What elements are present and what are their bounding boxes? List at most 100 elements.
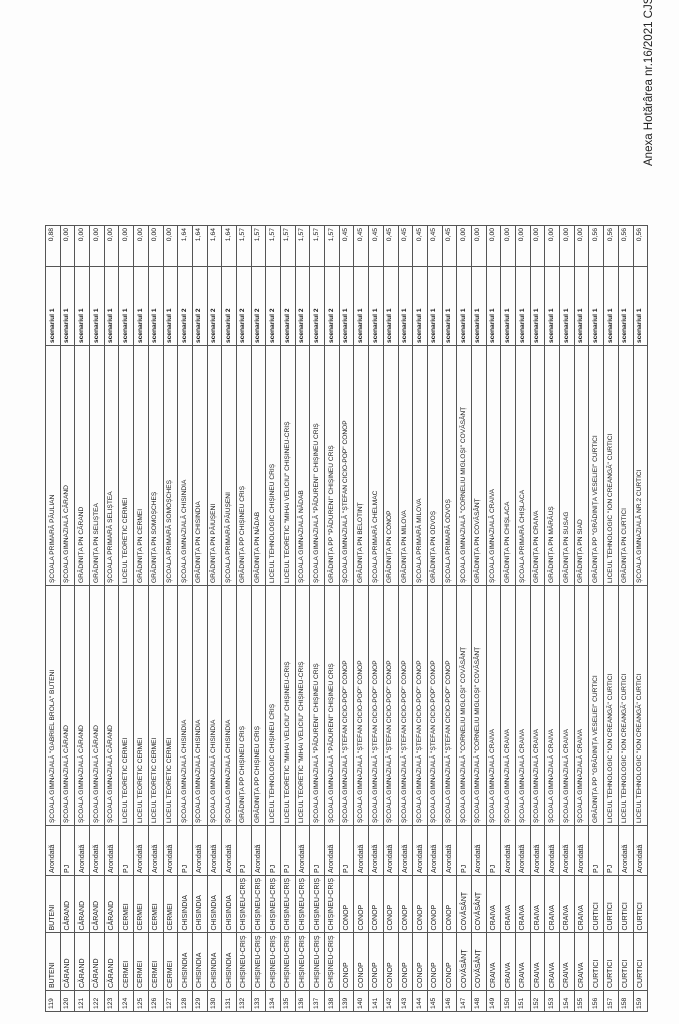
locality-cell: COVĂSÂNȚ <box>456 875 472 933</box>
uat-cell: CHISINDIA <box>192 932 208 991</box>
rate-cell: 0,00 <box>559 225 575 267</box>
type-cell: PJ <box>486 825 501 876</box>
table-row: 139 CONOP CONOP PJ ȘCOALA GIMNAZIALĂ "ȘTEFAN… <box>339 225 354 1012</box>
legal-unit-cell: ȘCOALA GIMNAZIALĂ "ȘTEFAN CICIO-POP" CON… <box>412 585 428 826</box>
school-unit-cell: GRĂDINIȚA PN PĂIUȘENI <box>207 345 222 586</box>
legal-unit-cell: ȘCOALA GIMNAZIALĂ CHISINDIA <box>177 585 193 826</box>
row-number: 159 <box>633 990 648 1012</box>
legal-unit-cell: ȘCOALA GIMNAZIALĂ "ȘTEFAN CICIO-POP" CON… <box>383 585 398 826</box>
type-cell: PJ <box>265 825 281 876</box>
rate-cell: 0,45 <box>383 225 398 267</box>
school-unit-cell: GRĂDINIȚA PN SIAD <box>574 345 589 586</box>
table-row: 119 BUTENI BUTENI Arondată ȘCOALA GIMNAZIALĂ… <box>45 225 61 1012</box>
rate-cell: 0,45 <box>442 225 457 267</box>
rate-cell: 0,00 <box>104 225 119 267</box>
type-cell: Arondată <box>427 825 443 876</box>
row-number: 149 <box>486 990 501 1012</box>
legal-unit-cell: ȘCOALA GIMNAZIALĂ "CORNELIU MIGLOȘI" COV… <box>471 585 487 826</box>
legal-unit-cell: ȘCOALA GIMNAZIALĂ CHISINDIA <box>221 585 237 826</box>
scenario-cell: scenariul 2 <box>295 266 310 346</box>
scenario-cell: scenariul 1 <box>398 266 413 346</box>
uat-cell: CONOP <box>383 932 398 991</box>
document-header-title: Anexa Hotărârea nr.16/2021 CJSU Arad <box>643 0 655 166</box>
rate-cell: 0,88 <box>45 225 61 267</box>
legal-unit-cell: ȘCOALA GIMNAZIALĂ "ȘTEFAN CICIO-POP" CON… <box>398 585 413 826</box>
rate-cell: 1,57 <box>236 225 252 267</box>
rate-cell: 1,64 <box>221 225 237 267</box>
school-unit-cell: GRĂDINIȚA PP "PĂDURENI" CHIȘINEU CRIȘ <box>324 345 340 586</box>
rate-cell: 0,00 <box>74 225 90 267</box>
scenario-cell: scenariul 2 <box>265 266 281 346</box>
rate-cell: 0,45 <box>353 225 369 267</box>
row-number: 150 <box>500 990 516 1012</box>
row-number: 127 <box>163 990 178 1012</box>
legal-unit-cell: ȘCOALA GIMNAZIALĂ CRAIVA <box>486 585 501 826</box>
legal-unit-cell: ȘCOALA GIMNAZIALĂ "PĂDURENI" CHIȘINEU CR… <box>324 585 340 826</box>
locality-cell: CHIȘINEU-CRIȘ <box>280 875 296 933</box>
row-number: 120 <box>60 990 75 1012</box>
rate-cell: 0,00 <box>530 225 545 267</box>
table-row: 159 CURTICI CURTICI Arondată LICEUL TEHNOLOG… <box>633 225 648 1012</box>
scenario-cell: scenariul 2 <box>207 266 222 346</box>
rate-cell: 0,45 <box>339 225 354 267</box>
locality-cell: CURTICI <box>618 875 633 933</box>
uat-cell: CURTICI <box>588 932 604 991</box>
locality-cell: CHISINDIA <box>192 875 208 933</box>
row-number: 140 <box>353 990 369 1012</box>
type-cell: PJ <box>236 825 252 876</box>
row-number: 128 <box>177 990 193 1012</box>
school-unit-cell: ȘCOALA PRIMARĂ PĂIUȘENI <box>221 345 237 586</box>
table-row: 142 CONOP CONOP Arondată ȘCOALA GIMNAZIALĂ "… <box>383 225 398 1012</box>
school-unit-cell: ȘCOALA GIMNAZIALĂ "CORNELIU MIGLOȘI" COV… <box>456 345 472 586</box>
scenario-cell: scenariul 2 <box>192 266 208 346</box>
uat-cell: CHIȘINEU-CRIȘ <box>324 932 340 991</box>
table-row: 138 CHIȘINEU-CRIȘ CHIȘINEU-CRIȘ Arondată ȘCO… <box>324 225 340 1012</box>
row-number: 126 <box>148 990 163 1012</box>
type-cell: Arondată <box>324 825 340 876</box>
uat-cell: CERMEI <box>118 932 134 991</box>
scenario-cell: scenariul 1 <box>163 266 178 346</box>
locality-cell: CONOP <box>368 875 384 933</box>
row-number: 143 <box>398 990 413 1012</box>
type-cell: Arondată <box>192 825 208 876</box>
type-cell: Arondată <box>251 825 266 876</box>
uat-cell: CHIȘINEU-CRIȘ <box>251 932 266 991</box>
school-unit-cell: LICEUL TEHNOLOGIC CHIȘINEU CRIȘ <box>265 345 281 586</box>
scenario-cell: scenariul 1 <box>353 266 369 346</box>
type-cell: PJ <box>280 825 296 876</box>
table-row: 150 CRAIVA CRAIVA Arondată ȘCOALA GIMNAZIALĂ… <box>500 225 516 1012</box>
school-unit-cell: ȘCOALA PRIMARĂ CHELMAC <box>368 345 384 586</box>
legal-unit-cell: ȘCOALA GIMNAZIALĂ "ȘTEFAN CICIO-POP" CON… <box>339 585 354 826</box>
locality-cell: CONOP <box>339 875 354 933</box>
type-cell: Arondată <box>500 825 516 876</box>
school-unit-cell: GRĂDINIȚA PN MĂRĂUȘ <box>544 345 560 586</box>
school-unit-cell: GRĂDINIȚA PN SUSAG <box>559 345 575 586</box>
type-cell: PJ <box>339 825 354 876</box>
type-cell: Arondată <box>163 825 178 876</box>
row-number: 122 <box>89 990 105 1012</box>
rate-cell: 0,56 <box>603 225 619 267</box>
legal-unit-cell: GRĂDINIȚA PP CHIȘINEU CRIȘ <box>236 585 252 826</box>
scenario-cell: scenariul 1 <box>118 266 134 346</box>
scenario-cell: scenariul 1 <box>515 266 531 346</box>
type-cell: Arondată <box>544 825 560 876</box>
locality-cell: CHISINDIA <box>177 875 193 933</box>
table-row: 131 CHISINDIA CHISINDIA Arondată ȘCOALA GIMN… <box>221 225 237 1012</box>
locality-cell: CĂRAND <box>60 875 75 933</box>
scenario-cell: scenariul 1 <box>633 266 648 346</box>
type-cell: Arondată <box>89 825 105 876</box>
row-number: 134 <box>265 990 281 1012</box>
uat-cell: CURTICI <box>603 932 619 991</box>
locality-cell: CRAIVA <box>530 875 545 933</box>
type-cell: Arondată <box>618 825 633 876</box>
rate-cell: 1,57 <box>251 225 266 267</box>
uat-cell: CRAIVA <box>515 932 531 991</box>
uat-cell: CĂRAND <box>89 932 105 991</box>
row-number: 147 <box>456 990 472 1012</box>
table-row: 123 CĂRAND CĂRAND Arondată ȘCOALA GIMNAZIALĂ… <box>104 225 119 1012</box>
school-unit-cell: LICEUL TEHNOLOGIC "ION CREANGĂ" CURTICI <box>603 345 619 586</box>
uat-cell: BUTENI <box>45 932 61 991</box>
school-unit-cell: GRĂDINIȚA PN CURTICI <box>618 345 633 586</box>
type-cell: Arondată <box>207 825 222 876</box>
